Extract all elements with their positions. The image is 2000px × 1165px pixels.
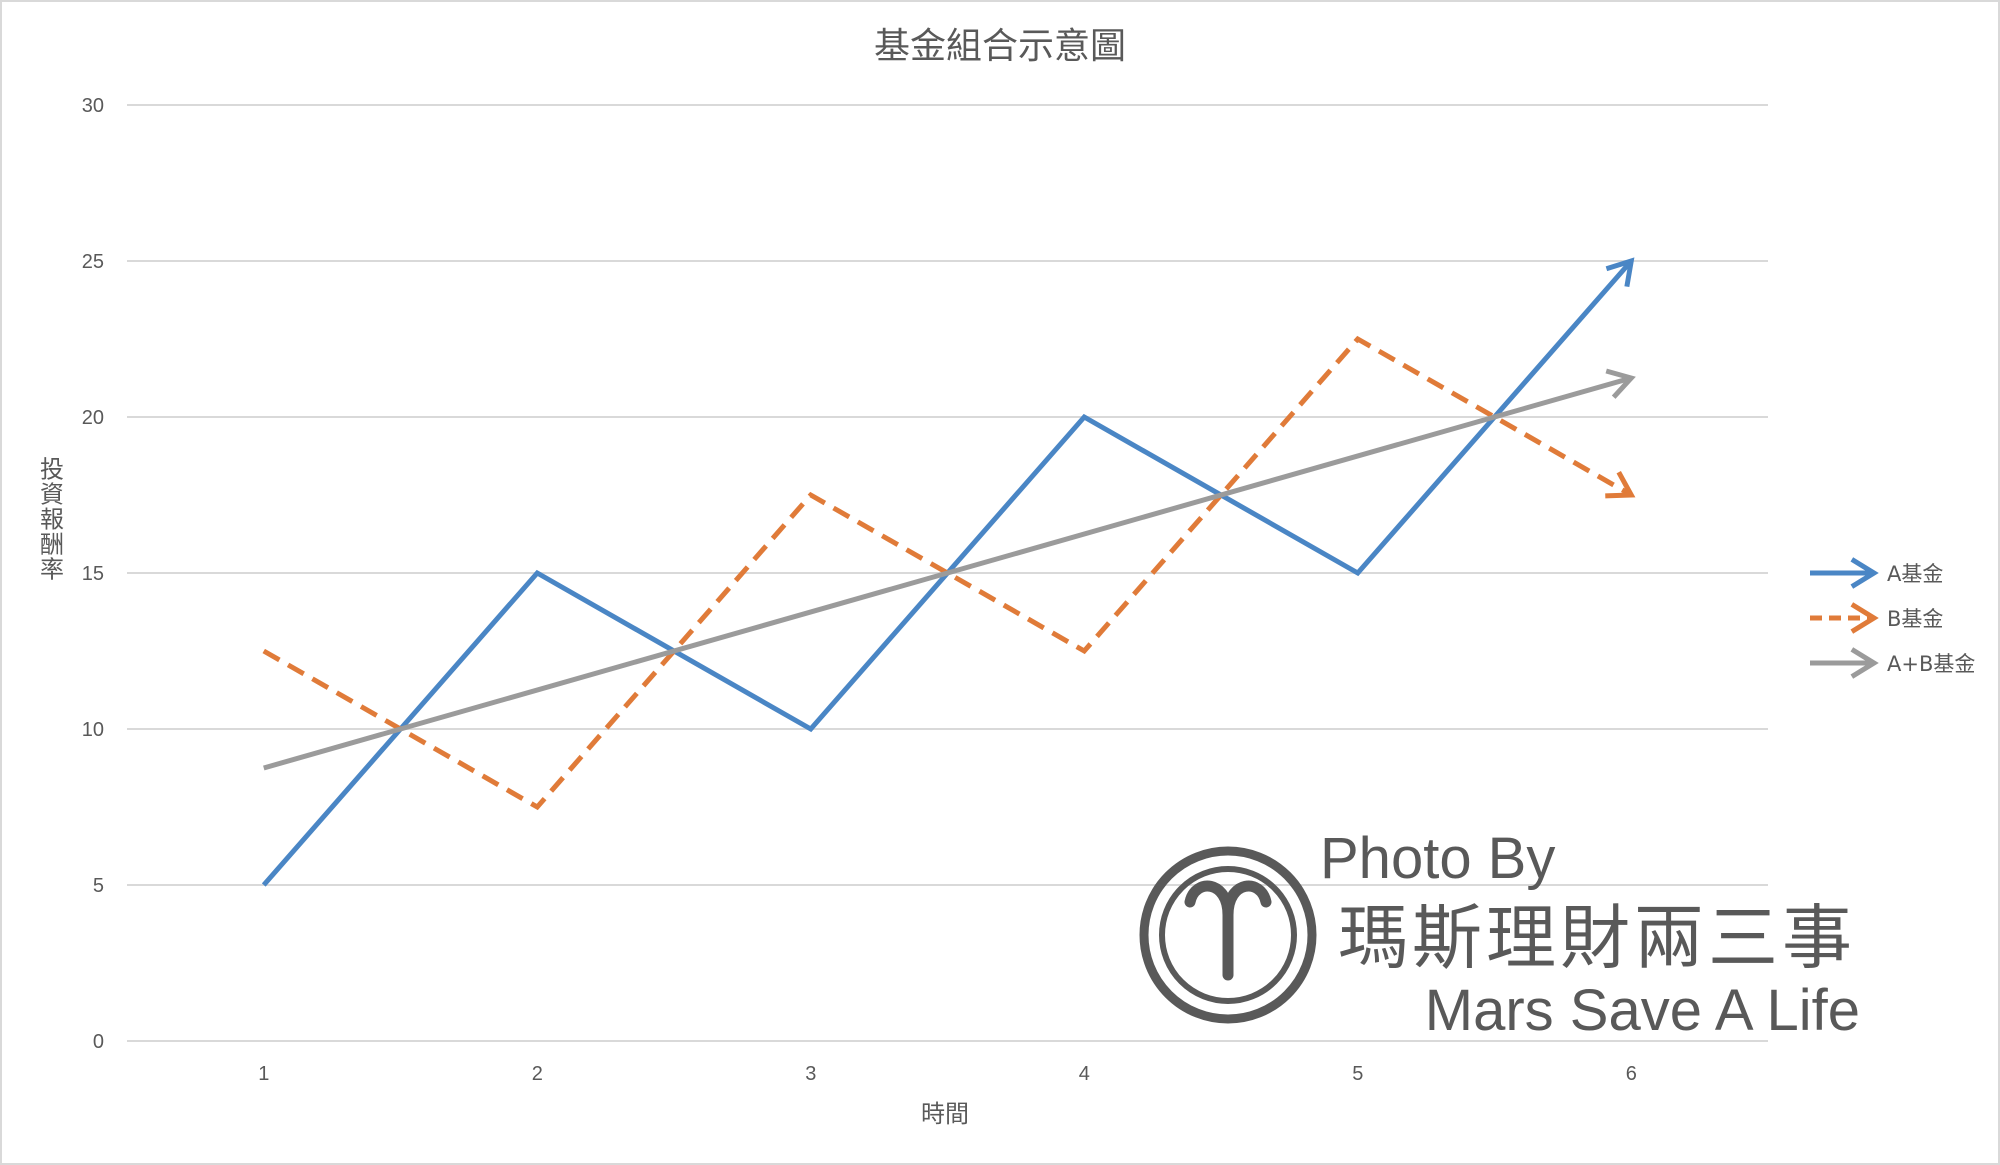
y-tick-label: 25 <box>82 251 104 273</box>
legend-label: B基金 <box>1887 607 1943 631</box>
y-tick-label: 15 <box>82 563 104 585</box>
legend-label: A+B基金 <box>1887 652 1975 676</box>
series-line-2 <box>262 335 1633 811</box>
gridlines <box>127 104 1768 1042</box>
x-axis-title: 時間 <box>921 1100 969 1128</box>
x-tick-label: 3 <box>805 1063 816 1085</box>
series-lines <box>261 257 1636 887</box>
x-tick-label: 2 <box>532 1063 543 1085</box>
watermark-tagline: Mars Save A Life <box>1425 978 1860 1043</box>
legend: A基金 B基金 A+B基金 <box>1810 557 1975 679</box>
watermark-brand-name: 瑪斯理財兩三事 <box>1338 897 1856 979</box>
watermark-photo-by: Photo By <box>1320 826 1555 891</box>
x-axis-ticks: 1 2 3 4 5 6 <box>258 1063 1637 1085</box>
y-tick-label: 10 <box>82 719 104 741</box>
x-tick-label: 4 <box>1079 1063 1090 1085</box>
series-arrowhead-1 <box>1605 257 1635 288</box>
chart-title: 基金組合示意圖 <box>874 26 1126 67</box>
x-tick-label: 6 <box>1626 1063 1637 1085</box>
series-arrowhead-3 <box>1605 368 1636 399</box>
y-axis-title: 投資報酬率 <box>40 456 64 584</box>
watermark: Photo By 瑪斯理財兩三事 Mars Save A Life <box>1139 826 1860 1043</box>
y-axis-ticks: 0 5 10 15 20 25 30 <box>82 95 104 1053</box>
y-tick-label: 20 <box>82 407 104 429</box>
y-tick-label: 30 <box>82 95 104 117</box>
legend-arrowhead <box>1850 602 1879 634</box>
legend-arrowhead <box>1850 557 1879 589</box>
y-tick-label: 5 <box>93 875 104 897</box>
y-tick-label: 0 <box>93 1031 104 1053</box>
series-line-3 <box>263 375 1632 771</box>
aries-symbol-icon <box>1139 846 1317 1024</box>
series-arrowhead-2 <box>1605 471 1636 499</box>
legend-arrowhead <box>1850 647 1879 679</box>
x-tick-label: 1 <box>258 1063 269 1085</box>
x-tick-label: 5 <box>1352 1063 1363 1085</box>
legend-label: A基金 <box>1887 562 1943 586</box>
